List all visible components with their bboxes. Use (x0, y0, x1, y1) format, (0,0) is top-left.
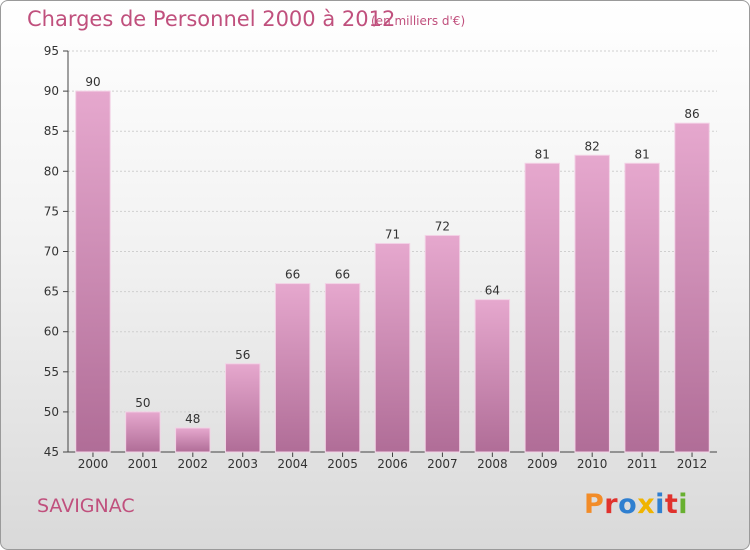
data-label-2011: 81 (634, 147, 649, 161)
x-tick-label-2005: 2005 (327, 457, 358, 471)
y-tick-label: 70 (44, 245, 59, 259)
bar-2007 (424, 234, 461, 453)
x-tick-label-2001: 2001 (128, 457, 159, 471)
bar-2011 (624, 162, 660, 453)
logo-letter: o (618, 489, 638, 520)
bar-2009 (524, 162, 560, 453)
bars (75, 90, 710, 453)
bar-2001 (125, 411, 161, 453)
x-tick-label-2012: 2012 (677, 457, 708, 471)
logo-letter: t (664, 489, 679, 520)
y-tick-label: 50 (44, 405, 59, 419)
chart-title: Charges de Personnel 2000 à 2012 (27, 7, 396, 31)
y-tick-label: 90 (44, 84, 59, 98)
y-tick-label: 85 (44, 124, 59, 138)
x-tick-label-2010: 2010 (577, 457, 608, 471)
x-tick-label-2006: 2006 (377, 457, 408, 471)
y-tick-label: 95 (44, 44, 59, 58)
y-tick-label: 60 (44, 325, 59, 339)
data-label-2006: 71 (385, 227, 400, 241)
logo-letter: P (584, 489, 605, 520)
bar-2005 (324, 283, 361, 453)
x-tick-label-2009: 2009 (527, 457, 558, 471)
data-label-2005: 66 (335, 268, 350, 282)
logo-letter: i (678, 489, 689, 520)
logo-letter: r (604, 489, 619, 520)
data-label-2007: 72 (435, 219, 450, 233)
x-tick-label-2000: 2000 (78, 457, 109, 471)
bar-2000 (75, 90, 111, 453)
place-name: SAVIGNAC (37, 495, 135, 517)
y-tick-label: 65 (44, 285, 59, 299)
x-tick-label-2003: 2003 (227, 457, 258, 471)
data-label-2009: 81 (535, 147, 550, 161)
data-label-2002: 48 (185, 412, 200, 426)
x-tick-label-2008: 2008 (477, 457, 508, 471)
x-tick-label-2002: 2002 (178, 457, 209, 471)
x-tick-label-2007: 2007 (427, 457, 458, 471)
y-tick-label: 75 (44, 204, 59, 218)
bar-2004 (274, 283, 311, 453)
bar-2006 (374, 242, 411, 453)
bar-2008 (474, 299, 511, 453)
data-label-2000: 90 (85, 75, 100, 89)
data-label-2001: 50 (135, 396, 150, 410)
data-label-2008: 64 (485, 284, 500, 298)
data-label-2010: 82 (585, 139, 600, 153)
y-tick-label: 55 (44, 365, 59, 379)
logo-letter: x (637, 489, 656, 520)
bar-2012 (674, 122, 710, 453)
chart-subtitle: (en milliers d'€) (371, 14, 466, 28)
logo-letter: i (655, 489, 665, 520)
data-label-2012: 86 (684, 107, 699, 121)
proxiti-logo: Proxiti (584, 489, 688, 520)
data-label-2004: 66 (285, 268, 300, 282)
bar-2003 (225, 363, 261, 453)
x-tick-label-2011: 2011 (627, 457, 658, 471)
y-tick-label: 80 (44, 164, 59, 178)
data-label-2003: 56 (235, 348, 250, 362)
y-tick-label: 45 (44, 445, 59, 459)
x-tick-label-2004: 2004 (277, 457, 308, 471)
bar-2002 (175, 427, 211, 453)
bar-2010 (574, 154, 610, 453)
labels: 45 50 55 60 65 70 75 80 85 90 95 90 2000 50 2001 48 2002… (44, 44, 708, 471)
